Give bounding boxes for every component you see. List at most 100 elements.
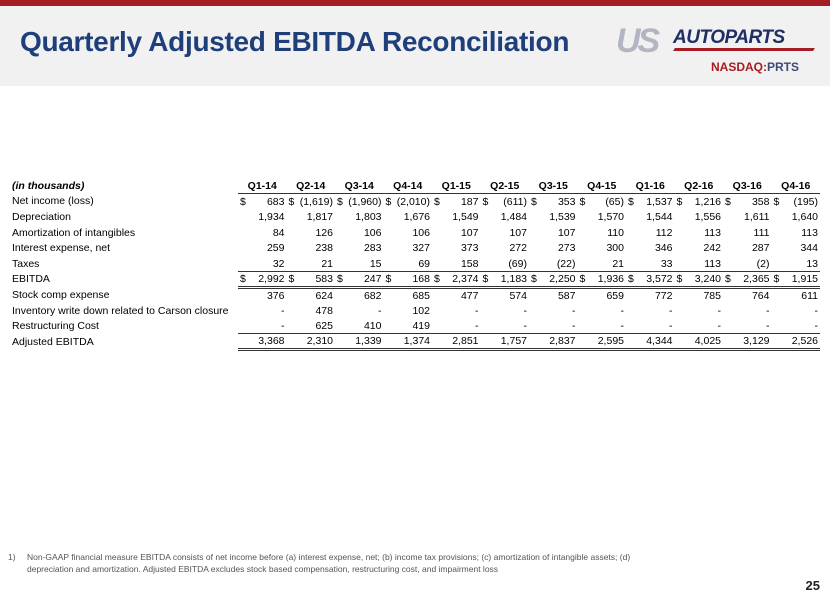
table-cell: $2,365 [723,271,772,289]
table-cell: 69 [383,255,432,273]
table-cell: $1,537 [626,194,675,210]
table-cell: 1,544 [646,210,673,223]
column-header: Q3-15 [529,178,578,195]
cell-value: 1,183 [500,272,527,285]
column-header: Q4-16 [771,178,820,195]
currency-symbol: $ [676,195,683,208]
table-cell: 15 [335,255,384,273]
ebitda-table: (in thousands) Q1-14 Q2-14 Q3-14 Q4-14 Q1-15 Q… [10,178,820,351]
table-cell: 2,526 [771,333,820,351]
column-header: Q2-15 [480,178,529,195]
table-cell: 624 [315,289,333,302]
table-cell: 419 [383,318,432,335]
logo-autoparts: AUTOPARTS [673,27,785,48]
table-cell: - [432,318,481,335]
table-cell: 273 [557,242,576,255]
currency-symbol: $ [628,195,634,208]
table-cell: 113 [674,255,723,273]
table-cell: 1,934 [258,210,285,223]
footnote: 1) Non-GAAP financial measure EBITDA con… [8,551,667,575]
table-row: Stock comp expense 376 624 682 685 477 574 587 6… [10,287,820,303]
table-cell: 2,851 [432,333,481,351]
table-cell: $168 [383,271,432,289]
logo-us: US [616,22,660,60]
table-cell: - [669,304,673,317]
table-cell: 238 [315,242,333,255]
table-cell: $3,572 [626,271,675,289]
table-cell: 242 [703,242,721,255]
cell-value: 3,572 [646,272,673,285]
table-cell: 106 [412,226,430,239]
table-cell: 107 [509,226,527,239]
table-cell: - [475,304,479,317]
currency-symbol: $ [628,272,634,285]
table-cell: 33 [626,255,675,273]
footnote-text: Non-GAAP financial measure EBITDA consis… [27,552,631,574]
table-cell: 1,640 [791,210,818,223]
table-cell: 1,611 [744,210,770,223]
cell-value: (2,010) [396,195,430,208]
currency-symbol: $ [240,272,246,285]
table-cell: 3,368 [238,333,287,351]
table-cell: $ (1,960) [335,194,384,210]
cell-value: 358 [751,195,770,208]
footnote-number: 1) [8,552,16,562]
table-cell: 32 [238,255,287,273]
table-cell: - [771,318,820,335]
table-cell: $1,915 [771,271,820,289]
ticker-prefix: NASDAQ: [711,60,767,74]
table-cell: 344 [800,242,818,255]
table-cell: 574 [509,289,527,302]
currency-symbol: $ [676,272,683,285]
column-header: Q4-14 [383,178,432,195]
table-cell: 1,676 [403,210,430,223]
table-cell: 764 [751,289,770,302]
table-row: Depreciation 1,934 1,817 1,803 1,676 1,549 1,4… [10,209,820,225]
cell-value: 2,365 [743,272,770,285]
table-cell: $ (611) [481,194,530,210]
table-cell: $1,183 [480,271,529,289]
table-cell: $ (1,619) [287,194,336,210]
table-row: EBITDA $2,992 $583 $247 $168 $2,374 $1,183 $2,2… [10,271,820,289]
table-cell: 113 [801,226,818,239]
table-cell: 111 [753,226,770,239]
table-cell: 611 [801,289,818,302]
table-row: Interest expense, net 259 238 283 327 373 272 2… [10,240,820,256]
table-cell: 300 [606,242,624,255]
table-cell: - [523,304,528,317]
page-title: Quarterly Adjusted EBITDA Reconciliation [20,26,570,57]
table-cell: 126 [315,226,333,239]
cell-value: 2,992 [258,272,285,285]
currency-symbol: $ [240,195,246,208]
table-cell: 3,129 [723,333,772,351]
table-cell: 1,539 [549,210,576,223]
row-label: Adjusted EBITDA [12,335,94,348]
table-cell: 1,556 [694,210,721,223]
row-label: Restructuring Cost [12,320,99,333]
row-label: Net income (loss) [12,195,94,208]
table-cell: 13 [771,255,820,273]
column-header: Q2-14 [286,178,335,195]
table-cell: 112 [655,226,673,239]
table-cell: 376 [266,289,285,302]
table-cell: 2,310 [286,333,335,351]
table-cell: - [480,318,529,335]
unit-label: (in thousands) [12,179,85,192]
currency-symbol: $ [579,195,586,208]
ticker-symbol: PRTS [767,60,800,74]
cell-value: 2,374 [452,272,479,285]
table-cell: 84 [272,226,285,239]
table-cell: $ (195) [772,194,821,210]
table-cell: 1,339 [335,333,384,351]
table-cell: - [577,318,626,335]
currency-symbol: $ [337,272,343,285]
currency-symbol: $ [531,195,537,208]
table-cell: 21 [577,255,626,273]
row-label: Interest expense, net [12,242,111,255]
currency-symbol: $ [337,195,343,208]
table-cell: 1,817 [306,210,333,223]
cell-value: 2,250 [549,272,576,285]
currency-symbol: $ [725,272,731,285]
table-cell: $3,240 [674,271,723,289]
table-cell: - [814,304,819,317]
